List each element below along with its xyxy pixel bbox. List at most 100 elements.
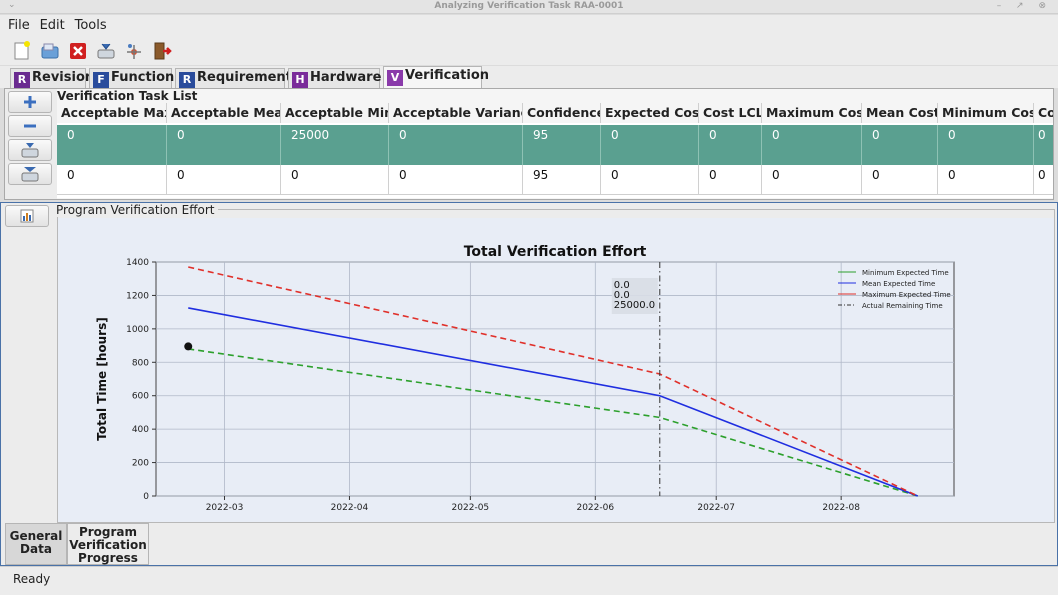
plot-area xyxy=(155,261,955,497)
table-cell[interactable]: 0 xyxy=(389,125,523,165)
y-tick-label: 0 xyxy=(143,492,149,502)
col-header[interactable]: Maximum Cost xyxy=(762,103,862,123)
task-toolbar xyxy=(5,89,57,199)
col-header[interactable]: Mean Cost xyxy=(862,103,938,123)
x-tick-label: 2022-05 xyxy=(452,503,490,513)
table-cell[interactable]: 0 xyxy=(57,125,167,165)
save-icon[interactable] xyxy=(96,41,116,61)
tab-revision[interactable]: R Revision xyxy=(10,68,94,89)
col-header[interactable]: Acceptable Variance xyxy=(389,103,523,123)
menu-edit[interactable]: Edit xyxy=(39,18,65,33)
table-cell[interactable]: 0 xyxy=(601,125,699,165)
window-controls[interactable]: – ↗ ⊗ xyxy=(996,1,1052,11)
table-cell[interactable]: 0 xyxy=(938,165,1034,194)
y-tick-label: 1400 xyxy=(126,258,149,268)
save-all-button[interactable] xyxy=(8,163,52,185)
col-header[interactable]: Cos xyxy=(1034,103,1053,123)
revision-icon: R xyxy=(14,72,30,88)
tab-general-data[interactable]: General Data xyxy=(5,523,67,565)
table-cell[interactable]: 0 xyxy=(389,165,523,194)
annotation-text: 0.0 xyxy=(614,280,630,291)
table-cell[interactable]: 95 xyxy=(523,165,601,194)
new-document-icon[interactable] xyxy=(12,41,32,61)
annotation-box xyxy=(611,278,658,314)
annotation-text: 25000.0 xyxy=(614,300,655,311)
col-header[interactable]: Confidence xyxy=(523,103,601,123)
function-icon: F xyxy=(93,72,109,88)
window-titlebar: ⌄ Analyzing Verification Task RAA-0001 –… xyxy=(0,0,1058,14)
col-header[interactable]: Acceptable Min. xyxy=(281,103,389,123)
window-menu-icon[interactable]: ⌄ xyxy=(8,0,16,10)
open-folder-icon[interactable] xyxy=(40,41,60,61)
task-list-title: Verification Task List xyxy=(57,89,198,103)
menu-tools[interactable]: Tools xyxy=(74,18,107,33)
tab-hardware[interactable]: H Hardware xyxy=(288,68,381,89)
legend-label: Actual Remaining Time xyxy=(862,302,943,310)
x-tick-label: 2022-03 xyxy=(206,503,244,513)
y-axis-label: Total Time [hours] xyxy=(95,317,109,440)
table-cell[interactable]: 0 xyxy=(762,165,862,194)
y-tick-label: 800 xyxy=(132,358,149,368)
toolbar xyxy=(0,37,1058,65)
table-cell[interactable]: 0 xyxy=(762,125,862,165)
data-marker xyxy=(184,342,193,351)
add-task-button[interactable] xyxy=(8,91,52,113)
verification-icon: V xyxy=(387,70,403,86)
window-title: Analyzing Verification Task RAA-0001 xyxy=(434,1,624,11)
verification-task-pane: Verification Task List Acceptable Max. A… xyxy=(4,88,1054,200)
workbook-tabs: R Revision F Function R Requirement H Hardwa… xyxy=(0,66,1058,89)
table-cell[interactable]: 25000 xyxy=(281,125,389,165)
tab-requirement[interactable]: R Requirement xyxy=(175,68,292,89)
tab-verification[interactable]: V Verification xyxy=(383,66,489,89)
run-analysis-icon[interactable] xyxy=(124,41,144,61)
table-cell[interactable]: 0 xyxy=(938,125,1034,165)
effort-plot: 0 200 400 600 800 1000 1200 1400 2022-03 2022-04 2… xyxy=(58,218,1054,522)
table-row[interactable]: 0 0 0 0 95 0 0 0 0 0 0 xyxy=(57,165,1053,195)
table-cell[interactable]: 0 xyxy=(699,165,762,194)
requirement-icon: R xyxy=(179,72,195,88)
col-header[interactable]: Cost LCL xyxy=(699,103,762,123)
col-header[interactable]: Acceptable Max. xyxy=(57,103,167,123)
hardware-icon: H xyxy=(292,72,308,88)
y-tick-label: 1000 xyxy=(126,325,149,335)
tab-program-verification-progress[interactable]: Program Verification Progress xyxy=(67,523,149,565)
chart-title: Total Verification Effort xyxy=(464,244,647,260)
statusbar: Ready xyxy=(0,566,1058,595)
table-cell[interactable]: 0 xyxy=(601,165,699,194)
x-tick-label: 2022-06 xyxy=(576,503,614,513)
effort-frame: 0 200 400 600 800 1000 1200 1400 2022-03 2022-04 2… xyxy=(57,209,1055,523)
tab-function[interactable]: F Function xyxy=(89,68,174,89)
y-tick-label: 200 xyxy=(132,459,149,469)
table-cell[interactable]: 0 xyxy=(862,125,938,165)
status-text: Ready xyxy=(13,572,51,586)
close-icon[interactable] xyxy=(68,41,88,61)
verification-effort-chart: 0 200 400 600 800 1000 1200 1400 2022-03 2022-04 2… xyxy=(95,244,955,513)
table-cell[interactable]: 0 xyxy=(167,165,281,194)
table-cell[interactable]: 0 xyxy=(167,125,281,165)
table-cell[interactable]: 0 xyxy=(699,125,762,165)
table-cell[interactable]: 0 xyxy=(281,165,389,194)
task-table: Acceptable Max. Acceptable Mean Acceptab… xyxy=(57,103,1053,198)
remove-task-button[interactable] xyxy=(8,115,52,137)
col-header[interactable]: Acceptable Mean xyxy=(167,103,281,123)
col-header[interactable]: Expected Cost xyxy=(601,103,699,123)
menubar: File Edit Tools xyxy=(0,15,1058,37)
x-tick-label: 2022-07 xyxy=(697,503,735,513)
legend-label: Mean Expected Time xyxy=(862,280,935,288)
series-line xyxy=(188,307,919,497)
table-cell[interactable]: 0 xyxy=(57,165,167,194)
table-row[interactable]: 0 0 25000 0 95 0 0 0 0 0 0 xyxy=(57,125,1053,165)
table-cell[interactable]: 95 xyxy=(523,125,601,165)
table-cell[interactable]: 0 xyxy=(1034,165,1053,194)
y-tick-label: 400 xyxy=(132,425,149,435)
y-tick-label: 600 xyxy=(132,392,149,402)
calculate-button[interactable] xyxy=(5,205,49,227)
table-cell[interactable]: 0 xyxy=(1034,125,1053,165)
save-task-button[interactable] xyxy=(8,139,52,161)
table-cell[interactable]: 0 xyxy=(862,165,938,194)
effort-panel-label: Program Verification Effort xyxy=(56,203,218,217)
y-tick-label: 1200 xyxy=(126,291,149,301)
col-header[interactable]: Minimum Cost xyxy=(938,103,1034,123)
menu-file[interactable]: File xyxy=(8,18,30,33)
exit-icon[interactable] xyxy=(152,41,172,61)
